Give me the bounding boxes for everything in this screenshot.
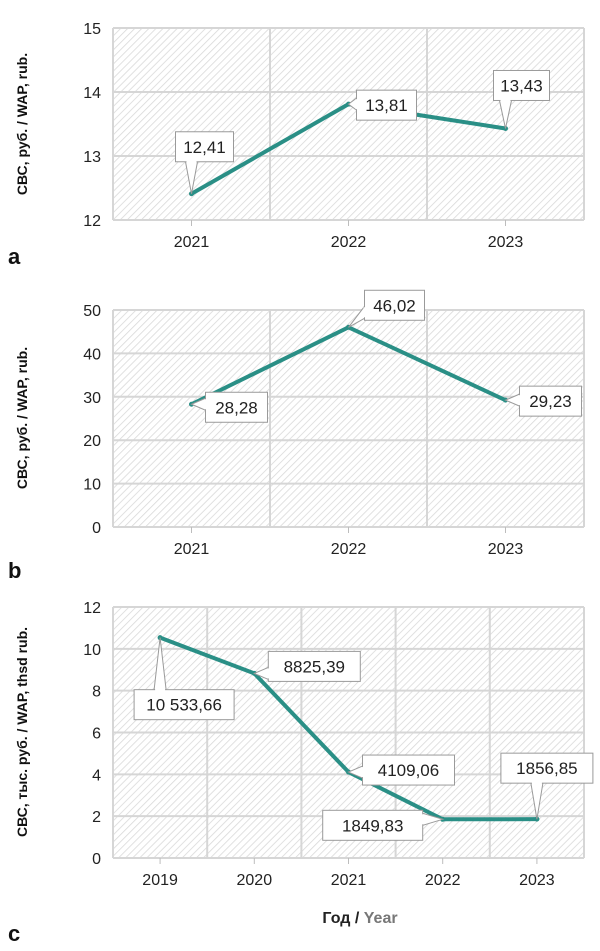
y-tick-label: 10	[83, 642, 101, 659]
data-label-text: 13,43	[500, 76, 543, 95]
y-tick-label: 2	[92, 809, 101, 826]
data-label-text: 13,81	[365, 96, 408, 115]
y-tick-label: 15	[83, 21, 101, 38]
y-tick-label: 14	[83, 85, 101, 102]
y-tick-label: 13	[83, 149, 101, 166]
plot-area	[113, 310, 584, 527]
data-label-box	[356, 89, 417, 121]
data-label-1: 46,02	[348, 289, 425, 328]
data-label-1: 8825,39	[253, 650, 361, 682]
x-tick-label: 2022	[331, 541, 367, 558]
panel-label: a	[8, 244, 21, 269]
data-label-text: 12,41	[183, 138, 226, 157]
x-tick-label: 2021	[174, 541, 210, 558]
data-label-text: 29,23	[529, 392, 572, 411]
plot-area	[113, 28, 584, 220]
y-tick-label: 4	[92, 767, 101, 784]
x-tick-label: 2023	[488, 541, 524, 558]
data-label-2: 29,23	[504, 385, 582, 417]
y-tick-label: 20	[83, 433, 101, 450]
y-axis-title: СВС, руб. / WAP, rub.	[14, 347, 30, 489]
data-label-box	[322, 809, 424, 841]
panel-label: c	[8, 921, 20, 946]
data-label-0: 28,28	[190, 391, 268, 423]
data-label-box	[362, 754, 455, 786]
data-label-text: 4109,06	[378, 761, 439, 780]
data-label-0: 10 533,66	[133, 637, 235, 721]
chart-panel-c: 0 2 4 6 8 10 12 2019 2020 2021 2022 2023 10 533,66 88…	[8, 600, 594, 946]
y-axis-title: СВС, руб. / WAP, rub.	[14, 53, 30, 195]
y-tick-label: 10	[83, 477, 101, 494]
data-label-4: 1856,85	[500, 752, 594, 820]
data-label-box	[267, 650, 361, 682]
data-label-2: 4109,06	[347, 754, 455, 786]
data-label-box	[519, 385, 582, 417]
y-axis-title: СВС, тыс. руб. / WAP, thsd rub.	[14, 627, 30, 837]
data-label-text: 10 533,66	[146, 696, 222, 715]
data-label-0: 12,41	[175, 131, 234, 194]
y-tick-label: 12	[83, 600, 101, 617]
y-tick-label: 0	[92, 520, 101, 537]
y-tick-label: 0	[92, 851, 101, 868]
data-label-box	[205, 391, 268, 423]
x-tick-label: 2022	[425, 872, 461, 889]
data-label-text: 46,02	[373, 296, 416, 315]
data-label-box	[493, 69, 550, 101]
x-tick-label: 2023	[519, 872, 555, 889]
chart-panel-b: 0 10 20 30 40 50 2021 2022 2023 28,28 46,02 29,23 СВ…	[8, 289, 585, 583]
data-label-3: 1849,83	[322, 809, 445, 841]
x-tick-label: 2023	[488, 234, 524, 251]
data-label-1: 13,81	[347, 89, 417, 121]
y-tick-label: 8	[92, 684, 101, 701]
y-tick-label: 12	[83, 213, 101, 230]
y-tick-label: 40	[83, 346, 101, 363]
data-label-text: 8825,39	[284, 657, 345, 676]
data-label-text: 1856,85	[516, 759, 577, 778]
data-label-text: 1849,83	[342, 816, 403, 835]
chart-panel-a: 12 13 14 15 2021 2022 2023 12,41 13,81 13,43 СВС, …	[8, 21, 585, 269]
x-tick-label: 2022	[331, 234, 367, 251]
data-label-2: 13,43	[493, 69, 550, 129]
y-tick-label: 50	[83, 303, 101, 320]
x-tick-label: 2021	[174, 234, 210, 251]
y-tick-label: 6	[92, 726, 101, 743]
data-label-box	[133, 689, 235, 721]
data-label-box	[500, 752, 594, 784]
panel-label: b	[8, 558, 21, 583]
data-label-text: 28,28	[215, 398, 258, 417]
x-tick-label: 2019	[142, 872, 178, 889]
x-axis-title: Год / Year	[322, 910, 397, 927]
data-label-box	[175, 131, 234, 163]
x-tick-label: 2020	[237, 872, 273, 889]
x-tick-label: 2021	[331, 872, 367, 889]
y-tick-label: 30	[83, 390, 101, 407]
data-label-box	[364, 289, 425, 321]
